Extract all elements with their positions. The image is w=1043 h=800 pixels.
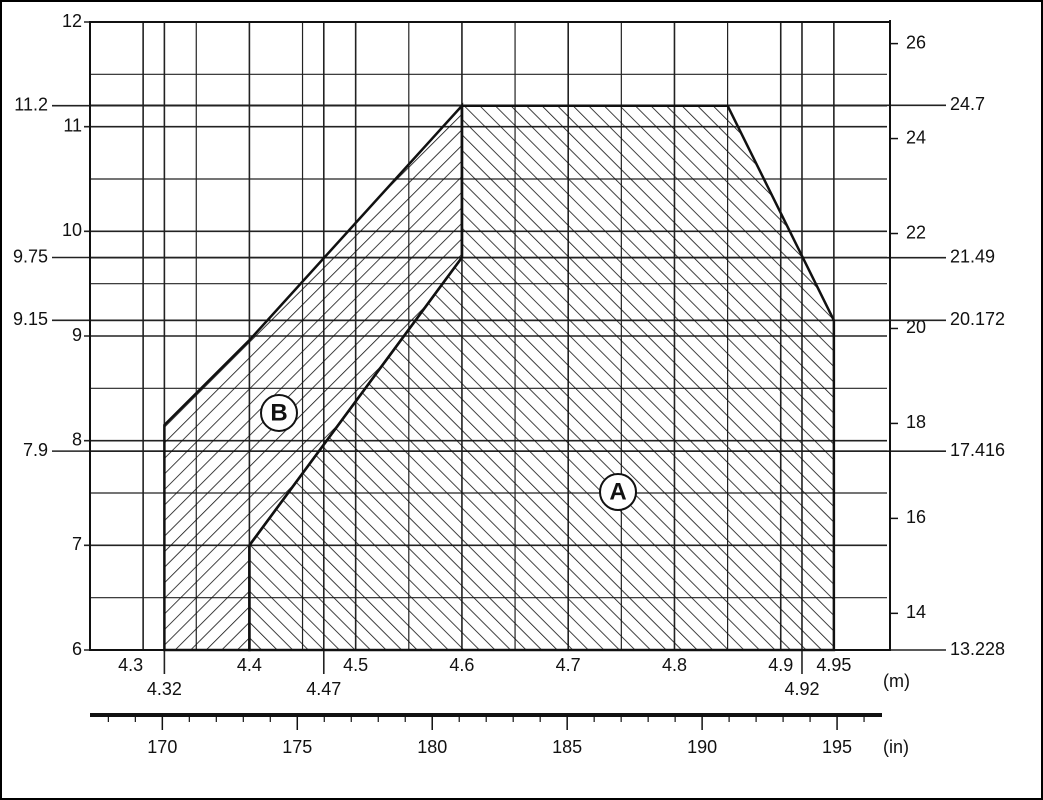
y2-tick-label: 14	[906, 602, 926, 622]
y2-tick-label: 13.228	[950, 639, 1005, 659]
x2-unit: (in)	[883, 737, 909, 757]
y2-tick-label: 26	[906, 32, 926, 52]
x2-tick-label: 190	[687, 737, 717, 757]
x2-tick-label: 180	[417, 737, 447, 757]
y-tick-label: 12	[62, 11, 82, 31]
x-tick-label: 4.5	[343, 655, 368, 675]
region-badge	[260, 394, 298, 432]
x-unit: (m)	[883, 671, 910, 691]
y-tick-label: 7.9	[23, 440, 48, 460]
region-label: A	[609, 478, 626, 505]
y-tick-label: 11	[63, 115, 82, 135]
y-tick-label: 9.15	[13, 309, 48, 329]
x2-tick-label: 170	[147, 737, 177, 757]
x-tick-label: 4.7	[556, 655, 581, 675]
y-tick-label: 9.75	[13, 246, 48, 266]
y2-tick-label: 16	[906, 507, 926, 527]
x-tick-label: 4.47	[306, 679, 341, 699]
region-label: B	[270, 399, 287, 426]
x-tick-label: 4.95	[816, 655, 851, 675]
y2-tick-label: 20	[906, 317, 926, 337]
y2-tick-label: 18	[906, 412, 926, 432]
y-tick-label: 10	[62, 220, 82, 240]
y-tick-label: 9	[72, 325, 82, 345]
y2-tick-label: 21.49	[950, 246, 995, 266]
region-badge	[599, 473, 637, 511]
y-tick-label: 6	[72, 639, 82, 659]
region	[163, 102, 464, 652]
y-tick-label: 8	[72, 429, 82, 449]
y2-tick-label: 22	[906, 222, 926, 242]
y2-tick-label: 24	[906, 127, 926, 147]
y2-tick-label: 17.416	[950, 440, 1005, 460]
x-tick-label: 4.92	[784, 679, 819, 699]
x-tick-label: 4.32	[147, 679, 182, 699]
y2-tick-label: 24.7	[950, 94, 985, 114]
x-tick-label: 4.9	[768, 655, 793, 675]
y-tick-label: 7	[72, 534, 82, 554]
x-tick-label: 4.6	[449, 655, 474, 675]
x-tick-label: 4.3	[118, 655, 143, 675]
x-tick-label: 4.8	[662, 655, 687, 675]
y2-tick-label: 20.172	[950, 309, 1005, 329]
x-tick-label: 4.4	[237, 655, 262, 675]
y-tick-label: 11.2	[14, 94, 48, 114]
x2-tick-label: 195	[822, 737, 852, 757]
x2-tick-label: 185	[552, 737, 582, 757]
x2-tick-label: 175	[282, 737, 312, 757]
